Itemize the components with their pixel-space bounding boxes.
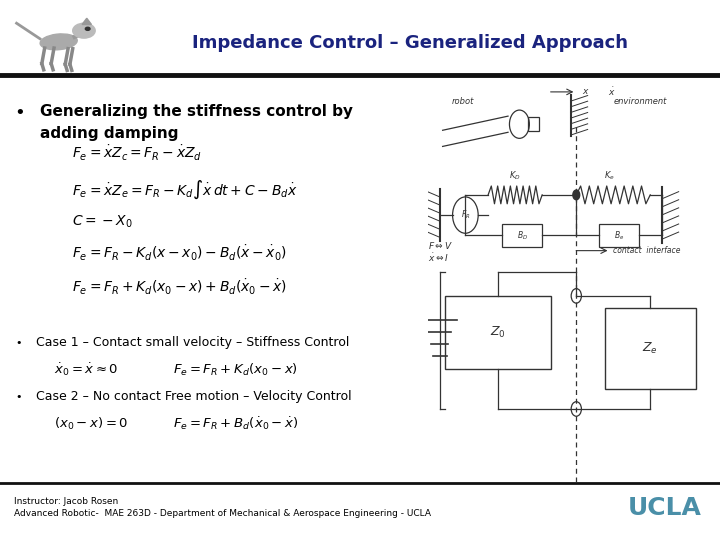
Text: $B_D$: $B_D$ <box>517 229 528 241</box>
Text: UCLA: UCLA <box>628 496 702 519</box>
Text: •: • <box>14 104 25 122</box>
Text: Impedance Control – Generalized Approach: Impedance Control – Generalized Approach <box>192 34 629 52</box>
Text: Advanced Robotic-  MAE 263D - Department of Mechanical & Aerospace Engineering -: Advanced Robotic- MAE 263D - Department … <box>14 509 431 517</box>
Text: $(x_0 - x) = 0$: $(x_0 - x) = 0$ <box>54 416 128 432</box>
Circle shape <box>573 190 580 200</box>
Text: contact  interface: contact interface <box>613 246 681 255</box>
Text: environment: environment <box>613 97 667 106</box>
Text: $\dot{x}_0 = \dot{x} \approx 0$: $\dot{x}_0 = \dot{x} \approx 0$ <box>54 362 118 378</box>
Text: $F_e = F_R + K_d(x_0 - x)$: $F_e = F_R + K_d(x_0 - x)$ <box>173 362 297 378</box>
Text: $F_e = F_R + B_d(\dot{x}_0 - \dot{x})$: $F_e = F_R + B_d(\dot{x}_0 - \dot{x})$ <box>173 416 298 432</box>
Text: $F_R$: $F_R$ <box>461 209 470 221</box>
Text: robot: robot <box>451 97 474 106</box>
Text: •: • <box>16 338 22 348</box>
Polygon shape <box>82 18 91 24</box>
Text: $Z_e$: $Z_e$ <box>642 341 658 356</box>
Text: $F \Leftrightarrow V$: $F \Leftrightarrow V$ <box>428 240 454 251</box>
Text: $C = -X_0$: $C = -X_0$ <box>72 213 132 230</box>
Text: $K_e$: $K_e$ <box>603 170 614 182</box>
Text: $F_e = \dot{x}Z_c = F_R - \dot{x}Z_d$: $F_e = \dot{x}Z_c = F_R - \dot{x}Z_d$ <box>72 144 202 164</box>
Text: Generalizing the stiffness control by
adding damping: Generalizing the stiffness control by ad… <box>40 104 353 141</box>
Bar <box>446 296 551 369</box>
Text: Case 1 – Contact small velocity – Stiffness Control: Case 1 – Contact small velocity – Stiffn… <box>36 336 349 349</box>
Text: $\dot{x} \Leftrightarrow I$: $\dot{x} \Leftrightarrow I$ <box>428 252 449 264</box>
Text: Case 2 – No contact Free motion – Velocity Control: Case 2 – No contact Free motion – Veloci… <box>36 390 351 403</box>
Text: •: • <box>16 392 22 402</box>
Text: Instructor: Jacob Rosen: Instructor: Jacob Rosen <box>14 497 119 505</box>
Bar <box>599 224 639 247</box>
Bar <box>503 224 542 247</box>
Text: $\dot{x}$: $\dot{x}$ <box>608 86 615 98</box>
Circle shape <box>86 27 90 30</box>
Text: $K_D$: $K_D$ <box>509 170 521 182</box>
Text: $B_e$: $B_e$ <box>614 229 624 241</box>
Circle shape <box>73 23 95 38</box>
Text: $F_e = F_R - K_d(x - x_0) - B_d(\dot{x} - \dot{x}_0)$: $F_e = F_R - K_d(x - x_0) - B_d(\dot{x} … <box>72 244 287 264</box>
Bar <box>605 308 696 389</box>
Text: $F_e = F_R + K_d(x_0 - x) + B_d(\dot{x}_0 - \dot{x})$: $F_e = F_R + K_d(x_0 - x) + B_d(\dot{x}_… <box>72 278 287 297</box>
Text: $Z_0$: $Z_0$ <box>490 325 506 340</box>
Bar <box>528 117 539 131</box>
Ellipse shape <box>40 34 77 50</box>
Text: $x$: $x$ <box>582 87 590 97</box>
Text: $F_e = \dot{x}Z_e = F_R - K_d \int \dot{x}\,dt + C - B_d\dot{x}$: $F_e = \dot{x}Z_e = F_R - K_d \int \dot{… <box>72 179 297 201</box>
